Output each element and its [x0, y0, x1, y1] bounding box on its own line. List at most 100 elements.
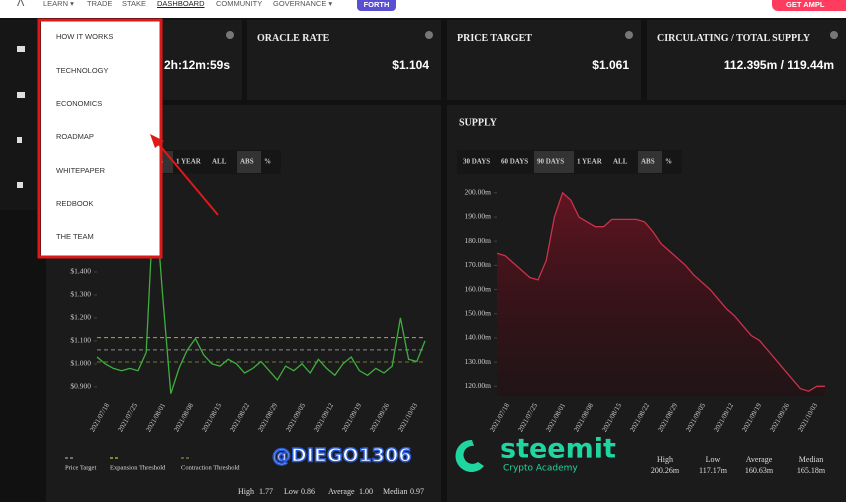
menu-item[interactable]: ROADMAP [56, 132, 94, 141]
menu-item[interactable]: ECONOMICS [56, 99, 103, 108]
x-tick-label: 2021/07/18 [488, 401, 511, 433]
stat-value: 160.63m [745, 466, 774, 475]
x-tick-label: 2021/09/12 [312, 401, 335, 433]
y-tick-label: $1.300 [70, 290, 91, 299]
x-tick-label: 2021/07/25 [116, 401, 139, 433]
card-label: ORACLE RATE [257, 33, 330, 44]
y-tick-label: $1.200 [70, 313, 91, 322]
stat-value: 165.18m [797, 466, 826, 475]
range-button[interactable]: ALL [212, 158, 227, 166]
y-tick-label: $0.900 [70, 382, 91, 391]
range-button[interactable]: 1 YEAR [577, 158, 603, 166]
y-tick-label: $1.000 [70, 359, 91, 368]
stat-label: High [238, 487, 254, 496]
card-label: PRICE TARGET [457, 33, 532, 44]
y-tick-label: 120.00m [465, 381, 492, 390]
range-button[interactable]: ALL [613, 158, 628, 166]
stat-label: Low [706, 455, 721, 464]
nav-bar: Λ LEARN ▾ TRADE STAKE DASHBOARD COMMUNIT… [0, 0, 846, 18]
y-tick-label: $1.400 [70, 267, 91, 276]
legend-label: Expansion Threshold [110, 464, 166, 471]
x-tick-label: 2021/08/08 [172, 401, 195, 433]
menu-item[interactable]: REDBOOK [56, 199, 94, 208]
y-tick-label: 190.00m [465, 212, 492, 221]
stat-label: Average [328, 487, 355, 496]
stat-value: 117.17m [699, 466, 728, 475]
line [496, 191, 825, 392]
card-value: $1.104 [392, 58, 429, 72]
stat-label: High [657, 455, 673, 464]
x-tick-label: 2021/10/03 [796, 401, 819, 433]
range-button[interactable]: ABS [641, 158, 655, 166]
x-tick-label: 2021/07/18 [88, 401, 111, 433]
x-tick-label: 2021/08/29 [256, 401, 279, 433]
x-tick-label: 2021/09/26 [368, 401, 391, 433]
nav-item[interactable]: TRADE [87, 0, 113, 8]
x-tick-label: 2021/08/29 [656, 401, 679, 433]
card: ORACLE RATE $1.104 [247, 20, 441, 100]
x-tick-label: 2021/08/15 [200, 401, 223, 433]
y-tick-label: 130.00m [465, 357, 492, 366]
y-tick-label: 140.00m [465, 333, 492, 342]
menu-item[interactable]: HOW IT WORKS [56, 32, 114, 41]
x-tick-label: 2021/09/19 [340, 401, 363, 433]
range-button[interactable]: 30 DAYS [463, 158, 490, 166]
y-tick-label: 180.00m [465, 236, 492, 245]
x-tick-label: 2021/08/01 [544, 401, 567, 433]
x-tick-label: 2021/09/19 [740, 401, 763, 433]
x-tick-label: 2021/09/05 [684, 401, 707, 433]
menu-item[interactable]: THE TEAM [56, 232, 94, 241]
card-value: 112.395m / 119.44m [723, 58, 834, 72]
logo[interactable]: Λ [17, 0, 25, 9]
info-icon[interactable] [226, 31, 234, 39]
nav-item[interactable]: COMMUNITY [216, 0, 263, 8]
info-icon[interactable] [625, 31, 633, 39]
x-tick-label: 2021/08/22 [228, 401, 251, 433]
button-bg [534, 151, 574, 173]
y-tick-label: 160.00m [465, 284, 492, 293]
range-button[interactable]: 90 DAYS [537, 158, 564, 166]
stat-label: Median [383, 487, 407, 496]
info-icon[interactable] [425, 31, 433, 39]
range-button[interactable]: 1 YEAR [176, 158, 202, 166]
y-tick-label: 150.00m [465, 308, 492, 317]
stat-label: Average [746, 455, 773, 464]
legend-label: Price Target [65, 464, 96, 471]
icon[interactable] [17, 92, 25, 98]
button-bg [237, 151, 261, 173]
y-tick-label: 200.00m [465, 188, 492, 197]
card-value: 2h:12m:59s [163, 58, 230, 72]
range-button[interactable]: % [264, 158, 271, 166]
nav-item[interactable]: LEARN ▾ [43, 0, 74, 8]
icon[interactable] [17, 182, 23, 188]
nav-item[interactable]: STAKE [122, 0, 147, 8]
card-value: $1.061 [592, 58, 629, 72]
dropdown-menu: HOW IT WORKS TECHNOLOGY ECONOMICS ROADMA… [41, 20, 162, 256]
info-icon[interactable] [830, 31, 838, 39]
stat-value: 1.00 [359, 487, 373, 496]
range-button[interactable]: 60 DAYS [501, 158, 528, 166]
stat-value: 0.86 [301, 487, 315, 496]
x-tick-label: 2021/08/08 [572, 401, 595, 433]
range-button[interactable]: ABS [240, 158, 254, 166]
card-label: CIRCULATING / TOTAL SUPPLY [657, 33, 811, 44]
nav-item[interactable]: DASHBOARD [157, 0, 205, 8]
nav-item[interactable]: GOVERNANCE ▾ [273, 0, 333, 8]
menu-item[interactable]: WHITEPAPER [56, 166, 106, 175]
stat-label: Median [799, 455, 823, 464]
y-tick-label: $1.100 [70, 336, 91, 345]
x-tick-label: 2021/08/01 [144, 401, 167, 433]
cta-button[interactable]: GET AMPL [772, 0, 846, 11]
x-tick-label: 2021/08/22 [628, 401, 651, 433]
menu-item[interactable]: TECHNOLOGY [56, 66, 109, 75]
icon[interactable] [17, 46, 25, 52]
legend-label: Contraction Threshold [181, 464, 240, 471]
range-button[interactable]: % [665, 158, 672, 166]
forth-button[interactable]: FORTH [357, 0, 396, 11]
stat-value: 1.77 [259, 487, 273, 496]
panel-title: SUPPLY [459, 117, 498, 128]
x-tick-label: 2021/07/25 [516, 401, 539, 433]
icon[interactable] [17, 137, 22, 143]
y-tick-label: 170.00m [465, 260, 492, 269]
